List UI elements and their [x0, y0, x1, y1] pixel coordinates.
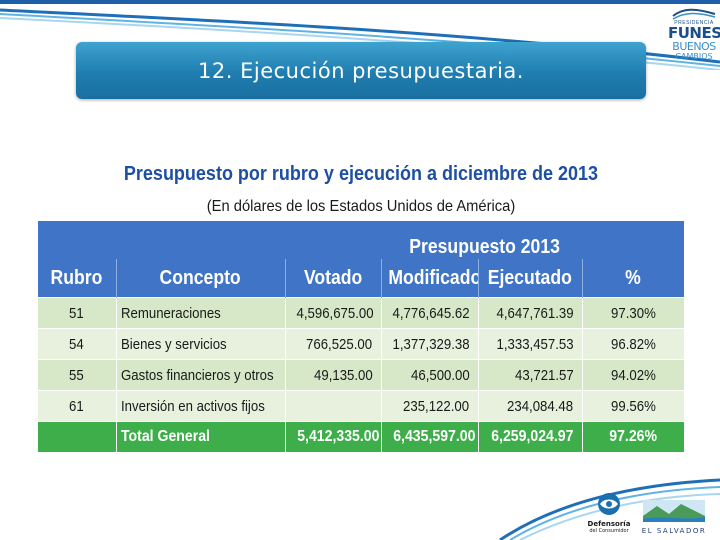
table-row: 54 Bienes y servicios 766,525.00 1,377,3… [38, 328, 685, 360]
col-header-rubro: Rubro [38, 259, 116, 298]
cell-pct: 94.02% [581, 359, 685, 391]
eye-emblem-icon [598, 493, 620, 515]
budget-table: Presupuesto 2013 Rubro Concepto Votado M… [38, 221, 685, 452]
cell-rubro: 61 [38, 390, 116, 422]
logo-line-presidencia: PRESIDENCIA [674, 20, 714, 26]
cell-modificado: 1,377,329.38 [380, 328, 478, 360]
el-salvador-logo: EL SALVADOR [640, 500, 708, 536]
cell-ejecutado: 1,333,457.53 [477, 328, 582, 360]
col-header-concepto: Concepto [115, 259, 285, 298]
cell-concepto: Remuneraciones [115, 297, 285, 329]
cell-votado: 766,525.00 [284, 328, 381, 360]
cell-concepto: Bienes y servicios [115, 328, 285, 360]
cell-ejecutado: 234,084.48 [477, 390, 582, 422]
header-spacer [38, 221, 116, 259]
cell-modificado: 4,776,645.62 [380, 297, 478, 329]
cell-votado: 4,596,675.00 [284, 297, 381, 329]
cell-pct: 99.56% [581, 390, 685, 422]
wave-icon [672, 8, 716, 20]
cell-modificado: 46,500.00 [380, 359, 478, 391]
table-subtitle: (En dólares de los Estados Unidos de Amé… [206, 198, 516, 215]
defensoria-logo: Defensoría del Consumidor [584, 492, 634, 538]
cell-total-spacer [38, 421, 116, 452]
cell-total-label: Total General [115, 421, 285, 452]
cell-concepto: Gastos financieros y otros [115, 359, 285, 391]
header-spacer [116, 221, 285, 259]
el-salvador-name: EL SALVADOR [641, 527, 707, 535]
group-header-presupuesto: Presupuesto 2013 [285, 221, 685, 259]
cell-total-votado: 5,412,335.00 [284, 421, 381, 452]
slide-title: 12. Ejecución presupuestaria. [198, 58, 524, 83]
table-row: 61 Inversión en activos fijos 235,122.00… [38, 390, 685, 422]
cell-ejecutado: 4,647,761.39 [477, 297, 582, 329]
cell-pct: 96.82% [581, 328, 685, 360]
landscape-emblem-icon [643, 500, 705, 522]
cell-rubro: 51 [38, 297, 116, 329]
logo-line-cambios: CAMBIOS [675, 52, 713, 61]
cell-rubro: 54 [38, 328, 116, 360]
table-column-header-row: Rubro Concepto Votado Modificado Ejecuta… [38, 259, 685, 298]
table-row: 55 Gastos financieros y otros 49,135.00 … [38, 359, 685, 391]
slide-title-bar: 12. Ejecución presupuestaria. [76, 42, 646, 99]
cell-modificado: 235,122.00 [380, 390, 478, 422]
cell-votado: 49,135.00 [284, 359, 381, 391]
col-header-ejecutado: Ejecutado [477, 259, 582, 298]
col-header-votado: Votado [284, 259, 381, 298]
logo-line-funes: FUNES [668, 24, 720, 42]
table-group-header-row: Presupuesto 2013 [38, 221, 685, 259]
cell-ejecutado: 43,721.57 [477, 359, 582, 391]
cell-rubro: 55 [38, 359, 116, 391]
cell-pct: 97.30% [581, 297, 685, 329]
presidencia-logo: PRESIDENCIA FUNES BUENOS CAMBIOS [668, 4, 720, 66]
col-header-pct: % [581, 259, 685, 298]
defensoria-subname: del Consumidor [589, 528, 629, 534]
col-header-modificado: Modificado [380, 259, 478, 298]
table-title: Presupuesto por rubro y ejecución a dici… [123, 163, 599, 185]
cell-concepto: Inversión en activos fijos [115, 390, 285, 422]
logo-line-buenos: BUENOS [672, 40, 716, 53]
cell-total-pct: 97.26% [581, 421, 685, 452]
table-row: 51 Remuneraciones 4,596,675.00 4,776,645… [38, 297, 685, 329]
cell-total-ejecutado: 6,259,024.97 [477, 421, 582, 452]
cell-votado [284, 390, 381, 422]
cell-total-modificado: 6,435,597.00 [380, 421, 478, 452]
defensoria-name: Defensoría [587, 520, 631, 528]
table-total-row: Total General 5,412,335.00 6,435,597.00 … [38, 421, 685, 452]
